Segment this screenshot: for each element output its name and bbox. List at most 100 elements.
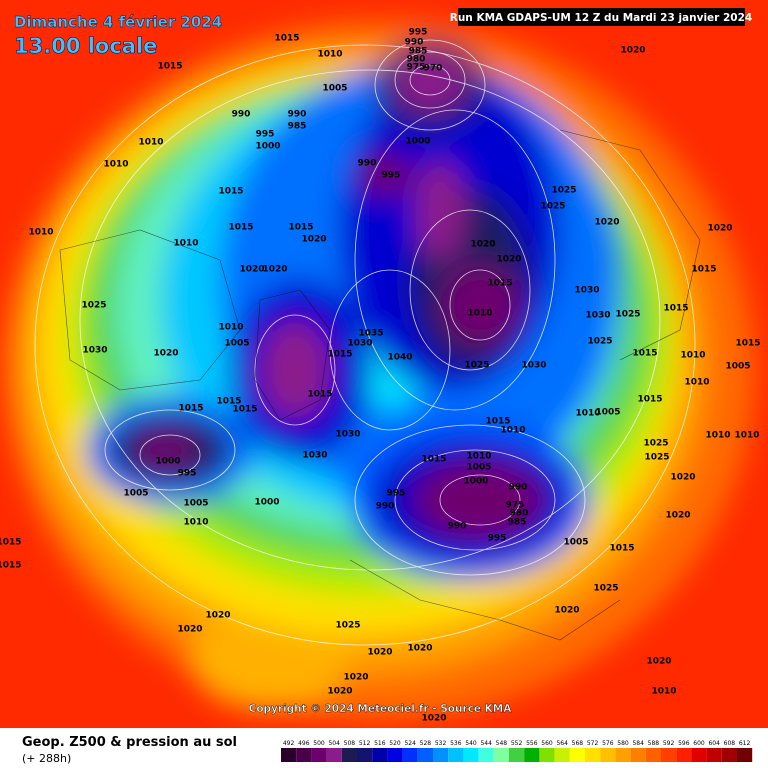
isobar-labels: 1015995990985980975970102010101015100599…	[0, 28, 761, 724]
colorbar-swatch	[585, 748, 601, 762]
colorbar-label: 576	[602, 740, 614, 747]
isobar-label: 1020	[239, 265, 264, 275]
colorbar-swatch	[706, 748, 722, 762]
isobar-label: 1020	[470, 240, 495, 250]
colorbar-swatch	[600, 748, 616, 762]
isobar-label: 1015	[485, 417, 510, 427]
colorbar-swatch	[721, 748, 737, 762]
colorbar-label: 528	[420, 740, 432, 747]
footer-title: Geop. Z500 & pression au sol	[22, 735, 237, 750]
colorbar-label: 548	[496, 740, 508, 747]
isobar-label: 1010	[173, 239, 198, 249]
isobar-label: 995	[178, 469, 197, 479]
colorbar-label: 540	[465, 740, 477, 747]
colorbar-label: 508	[344, 740, 356, 747]
isobar-label: 1000	[155, 457, 180, 467]
isobar-label: 985	[409, 47, 428, 57]
isobar-label: 1005	[563, 538, 588, 548]
colorbar-label: 500	[313, 740, 325, 747]
isobar-label: 1010	[183, 518, 208, 528]
isobar-label: 980	[407, 55, 426, 65]
isobar-label: 1010	[467, 309, 492, 319]
isobar-label: 975	[407, 63, 426, 73]
isobar-label: 1015	[609, 544, 634, 554]
colorbar-swatch	[326, 748, 342, 762]
isobar-label: 1020	[301, 235, 326, 245]
map-date: Dimanche 4 février 2024	[14, 13, 222, 31]
isobar-label: 1020	[327, 687, 352, 697]
isobar-label: 1010	[466, 452, 491, 462]
isobar-label: 1005	[725, 362, 750, 372]
isobar-label: 1025	[335, 621, 360, 631]
isobar-label: 1020	[421, 714, 446, 724]
isobar-label: 990	[376, 502, 395, 512]
colorbar-label: 584	[632, 740, 644, 747]
colorbar-swatch	[645, 748, 661, 762]
isobar-label: 1015	[288, 223, 313, 233]
colorbar-label: 568	[572, 740, 584, 747]
isobar-label: 1015	[157, 62, 182, 72]
colorbar-label: 588	[648, 740, 660, 747]
isobar-label: 1015	[216, 397, 241, 407]
isobar-label: 1010	[651, 687, 676, 697]
colorbar-label: 516	[374, 740, 386, 747]
isobar-label: 1010	[317, 50, 342, 60]
isobar-label: 1005	[322, 84, 347, 94]
isobar-label: 1020	[205, 611, 230, 621]
colorbar-swatch	[630, 748, 646, 762]
colorbar-label: 596	[678, 740, 690, 747]
isobar-label: 1025	[643, 439, 668, 449]
isobar-label: 1015	[637, 395, 662, 405]
isobar-label: 1030	[574, 286, 599, 296]
isobar-label: 1030	[585, 311, 610, 321]
isobar-label: 1010	[684, 378, 709, 388]
isobar-label: 1015	[632, 349, 657, 359]
colorbar-swatch	[615, 748, 631, 762]
isobar-label: 995	[488, 534, 507, 544]
colorbar-swatch	[402, 748, 418, 762]
isobar-label: 1015	[487, 279, 512, 289]
colorbar-swatch	[433, 748, 449, 762]
isobar-label: 1015	[232, 405, 257, 415]
colorbar-swatch	[691, 748, 707, 762]
isobar-label: 985	[508, 518, 527, 528]
isobar-label: 1015	[421, 455, 446, 465]
isobar-label: 1010	[103, 160, 128, 170]
colorbar-swatch	[478, 748, 494, 762]
isobar-label: 1000	[405, 137, 430, 147]
map-time: 13.00 locale	[14, 34, 157, 58]
isobar-label: 1030	[335, 430, 360, 440]
isobar-label: 1010	[28, 228, 53, 238]
colorbar-label: 564	[556, 740, 568, 747]
isobar-label: 1025	[464, 361, 489, 371]
colorbar-swatch	[372, 748, 388, 762]
isobar-label: 1020	[177, 625, 202, 635]
colorbar-label: 612	[739, 740, 751, 747]
isobar-label: 1025	[587, 337, 612, 347]
isobar-label: 990	[448, 522, 467, 532]
isobar-label: 1015	[327, 350, 352, 360]
isobar-label: 1030	[347, 339, 372, 349]
isobar-label: 1010	[218, 323, 243, 333]
colorbar-swatch	[357, 748, 373, 762]
isobar-label: 1015	[178, 404, 203, 414]
isobar-label: 975	[506, 501, 525, 511]
isobar-label: 1020	[367, 648, 392, 658]
isobar-label: 990	[509, 483, 528, 493]
isobar-label: 1020	[665, 511, 690, 521]
isobar-label: 1005	[123, 489, 148, 499]
colorbar-label: 524	[404, 740, 416, 747]
footer-lead: (+ 288h)	[22, 752, 71, 765]
isobar-label: 970	[424, 64, 443, 74]
colorbar-swatch	[676, 748, 692, 762]
isobar-label: 1020	[153, 349, 178, 359]
isobar-label: 1000	[255, 142, 280, 152]
isobar-label: 985	[288, 122, 307, 132]
colorbar-swatch	[341, 748, 357, 762]
isobar-label: 1020	[262, 265, 287, 275]
isobar-label: 1040	[387, 353, 412, 363]
isobar-label: 1025	[644, 453, 669, 463]
isobar-label: 1015	[228, 223, 253, 233]
